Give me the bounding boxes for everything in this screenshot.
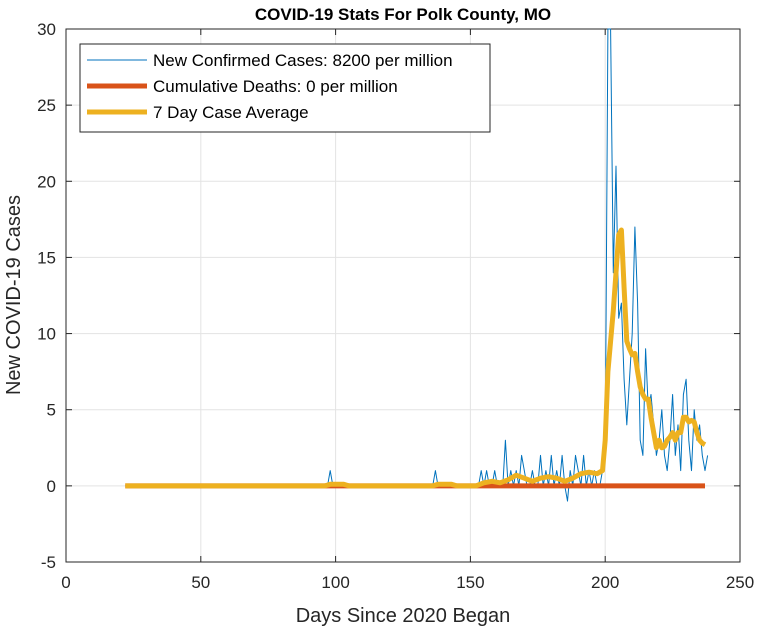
legend-label: New Confirmed Cases: 8200 per million (153, 51, 453, 70)
plot-frame (65, 28, 741, 563)
y-tick-label: 20 (37, 172, 56, 191)
y-tick-label: 15 (37, 248, 56, 267)
y-tick-label: 5 (47, 401, 56, 420)
chart-title: COVID-19 Stats For Polk County, MO (255, 5, 551, 24)
legend-box (79, 43, 491, 133)
x-tick-label: 0 (61, 573, 70, 592)
seven-day-average-line (125, 227, 707, 489)
y-tick-label: 0 (47, 477, 56, 496)
series-layer (125, 28, 709, 502)
legend-label: Cumulative Deaths: 0 per million (153, 77, 398, 96)
x-tick-label: 150 (456, 573, 484, 592)
y-tick-label: 30 (37, 20, 56, 39)
legend: New Confirmed Cases: 8200 per million Cum… (79, 43, 491, 133)
y-tick-label: 10 (37, 325, 56, 344)
y-tick-label: -5 (41, 553, 56, 572)
y-tick-label: 25 (37, 96, 56, 115)
legend-label: 7 Day Case Average (153, 103, 309, 122)
x-axis-label: Days Since 2020 Began (296, 605, 511, 627)
ticks-layer: 0 50 100 150 200 250 -5 0 5 10 15 20 25 30 (37, 20, 754, 592)
y-axis-label: New COVID-19 Cases (3, 195, 25, 395)
x-tick-label: 100 (321, 573, 349, 592)
x-tick-label: 250 (726, 573, 754, 592)
x-tick-label: 200 (591, 573, 619, 592)
axes-box (65, 28, 741, 563)
x-tick-label: 50 (191, 573, 210, 592)
